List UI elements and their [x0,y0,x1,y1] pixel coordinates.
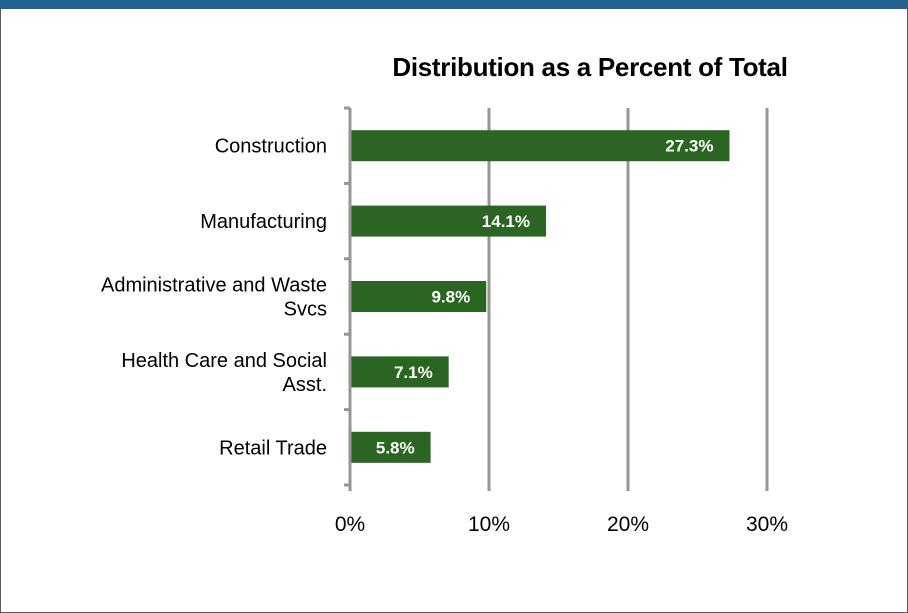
x-tick-label-3: 30% [746,513,788,536]
data-label-4: 5.8% [376,438,415,457]
bar-1 [350,205,546,237]
category-label-3: Health Care and Social Asst. [121,350,327,396]
category-label-3-line-1: Asst. [283,374,327,396]
data-label-0: 27.3% [665,137,713,156]
category-label-2: Administrative and Waste Svcs [101,275,327,321]
category-axis [344,106,769,491]
category-label-2-line-0: Administrative and Waste [101,275,327,297]
x-tick-labels: 0% 10% 20% 30% [335,513,788,536]
category-label-1-line-0: Manufacturing [200,211,327,233]
category-label-0: Construction [215,136,327,158]
bars [350,130,730,463]
gridlines [487,108,769,485]
data-label-2: 9.8% [431,288,470,307]
data-label-1: 14.1% [482,212,530,231]
x-tick-label-1: 10% [468,513,510,536]
category-labels: Construction Manufacturing Administrative … [101,136,327,460]
category-label-4-line-0: Retail Trade [219,437,327,459]
data-labels: 27.3% 14.1% 9.8% 7.1% 5.8% [376,137,714,458]
category-label-0-line-0: Construction [215,136,327,158]
top-accent-bar [0,0,908,9]
category-label-1: Manufacturing [200,211,327,233]
chart-title: Distribution as a Percent of Total [392,52,788,82]
x-tick-label-0: 0% [335,513,365,536]
category-label-2-line-1: Svcs [284,299,327,321]
category-label-3-line-0: Health Care and Social [121,350,327,372]
data-label-3: 7.1% [394,363,433,382]
x-tick-label-2: 20% [607,513,649,536]
bar-0 [350,130,730,162]
bar-4 [350,431,431,463]
category-label-4: Retail Trade [219,437,327,459]
bar-3 [350,356,449,388]
bar-2 [350,281,487,312]
